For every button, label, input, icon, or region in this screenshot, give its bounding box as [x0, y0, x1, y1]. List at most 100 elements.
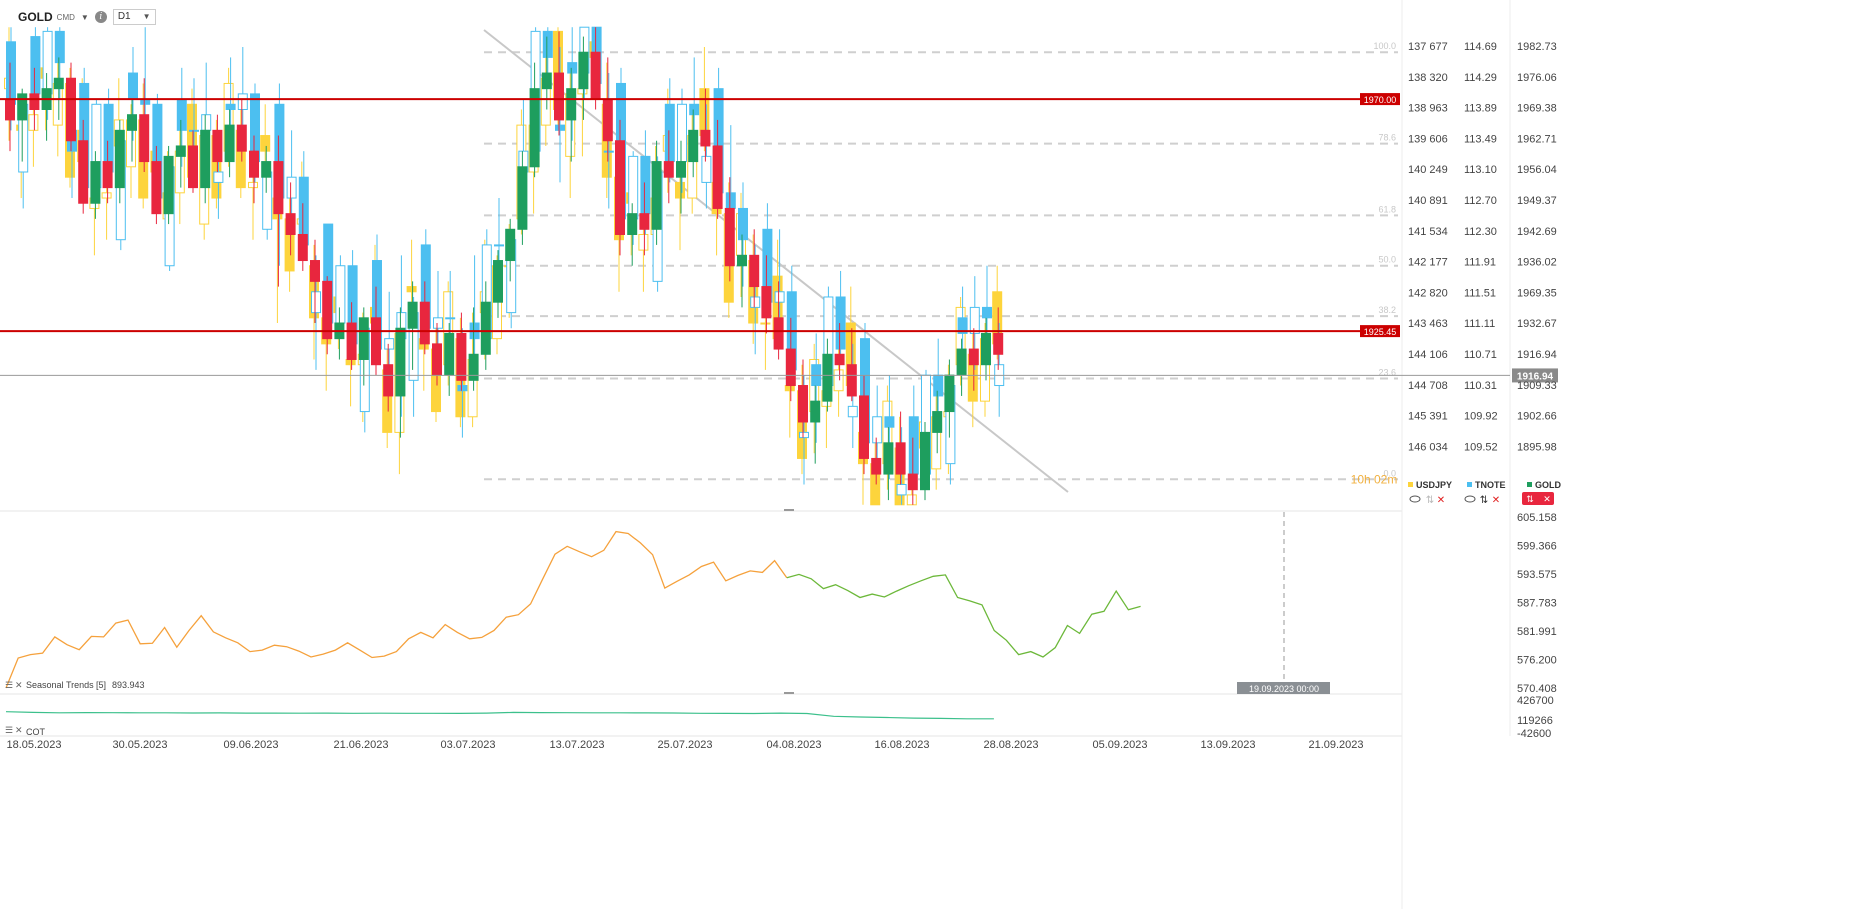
trend-line[interactable] [483, 29, 1069, 493]
legend-label: GOLD [1535, 480, 1561, 490]
usdjpy-axis-label: 143 463 [1408, 318, 1448, 330]
gold-candle [29, 93, 40, 110]
asset-class: CMD [56, 12, 75, 22]
gold-candle [688, 129, 699, 163]
tnote-candle [433, 317, 443, 329]
gold-axis-label: 1902.66 [1517, 411, 1557, 423]
gold-candle [66, 77, 76, 142]
usdjpy-axis-label: 145 391 [1408, 411, 1448, 423]
seasonal-title2: Trends [66, 680, 94, 690]
close-icon[interactable]: ✕ [1437, 495, 1445, 506]
eye-icon[interactable] [1464, 495, 1476, 503]
legend-label: USDJPY [1416, 480, 1452, 490]
usdjpy-candle [260, 135, 271, 152]
tnote-candle [311, 291, 321, 314]
tnote-candle [774, 291, 785, 303]
tnote-candle [957, 317, 968, 334]
usdjpy-candle [174, 150, 185, 194]
seasonal-axis-label: 576.200 [1517, 655, 1557, 667]
tnote-candle [494, 244, 504, 247]
tnote-candle [603, 150, 614, 153]
gold-candle [517, 166, 528, 230]
fib-level-label: 38.2 [1378, 305, 1396, 315]
gold-candle [224, 124, 235, 163]
gold-candle [846, 364, 857, 397]
tnote-candle [640, 155, 651, 215]
tnote-axis-label: 109.92 [1464, 411, 1498, 423]
timeframe-select[interactable]: D1 ▼ [112, 9, 156, 25]
hline-upper-label: 1970.00 [1364, 95, 1397, 105]
symbol-name[interactable]: GOLD [18, 10, 53, 24]
gold-axis-label: 1956.04 [1517, 164, 1557, 176]
reorder-icon[interactable]: ⇅ [1426, 495, 1434, 506]
gold-candle [419, 301, 430, 345]
gold-candle [822, 353, 833, 402]
usdjpy-axis-label: 137 677 [1408, 41, 1448, 53]
tnote-candle [542, 30, 553, 58]
gold-candle [444, 332, 455, 376]
close-icon[interactable]: ✕ [15, 725, 23, 735]
tnote-axis-label: 113.10 [1464, 164, 1497, 176]
legend-swatch [1527, 482, 1532, 487]
seasonal-param: [5] [96, 680, 106, 690]
gold-candle [834, 353, 845, 366]
seasonal-history-line [5, 530, 788, 689]
info-icon[interactable]: i [94, 11, 107, 23]
gold-candle [529, 88, 540, 168]
gold-candle [297, 233, 308, 262]
x-axis-date-label: 03.07.2023 [440, 739, 495, 751]
tnote-candle [933, 374, 944, 397]
usdjpy-candle [345, 358, 356, 366]
gold-candle [322, 280, 333, 340]
gold-axis-label: 1976.06 [1517, 72, 1557, 84]
tnote-candle [884, 416, 895, 428]
tnote-candle [457, 385, 468, 392]
gold-candle [102, 161, 113, 189]
gold-axis-label: 1916.94 [1517, 349, 1557, 361]
reorder-icon[interactable]: ⇅ [1480, 495, 1488, 506]
gold-candle [261, 161, 272, 178]
usdjpy-candle [760, 322, 771, 325]
tnote-axis-label: 114.29 [1464, 72, 1497, 84]
x-axis-date-label: 05.09.2023 [1092, 739, 1147, 751]
chevron-down-icon[interactable]: ▼ [80, 12, 89, 22]
gold-candle [993, 332, 1004, 355]
menu-icon[interactable]: ☰ [5, 725, 13, 735]
gold-candle [139, 114, 150, 163]
gold-candle [151, 161, 162, 215]
seasonal-axis-label: 593.575 [1517, 569, 1557, 581]
close-icon[interactable]: ✕ [15, 680, 23, 690]
gold-axis-label: 1962.71 [1517, 133, 1557, 145]
candle-type-icon[interactable]: ⇅ [1526, 494, 1534, 504]
gold-candle [871, 457, 882, 475]
gold-candle [456, 332, 467, 381]
tnote-candle [42, 30, 53, 95]
gold-axis-label: 1969.35 [1517, 287, 1557, 299]
pane-resize-handle[interactable] [784, 509, 794, 511]
gold-legend-controls[interactable] [1522, 492, 1554, 505]
tnote-axis-label: 112.30 [1464, 226, 1497, 238]
gold-candle [212, 129, 223, 163]
gold-candle [920, 431, 930, 491]
fib-level-label: 50.0 [1378, 255, 1396, 265]
tnote-candle [201, 114, 212, 131]
close-icon[interactable]: ✕ [1492, 495, 1500, 506]
pane-resize-handle[interactable] [784, 692, 794, 694]
tnote-candle [555, 124, 565, 131]
chart-header: GOLD CMD ▼ i D1 ▼ [18, 9, 156, 25]
seasonal-axis-label: 570.408 [1517, 683, 1557, 695]
gold-candle [749, 254, 760, 288]
tnote-candle [445, 317, 456, 320]
close-icon[interactable]: ✕ [1543, 494, 1551, 504]
gold-candle [956, 348, 967, 376]
x-axis-date-label: 13.09.2023 [1200, 739, 1255, 751]
menu-icon[interactable]: ☰ [5, 680, 13, 690]
gold-candle [200, 129, 211, 189]
gold-candle [578, 51, 589, 90]
x-axis-date-label: 13.07.2023 [549, 739, 604, 751]
eye-icon[interactable] [1409, 495, 1421, 503]
countdown-label: 10h 02m [1351, 472, 1398, 486]
tnote-candle [896, 483, 907, 496]
gold-candle [5, 98, 15, 121]
